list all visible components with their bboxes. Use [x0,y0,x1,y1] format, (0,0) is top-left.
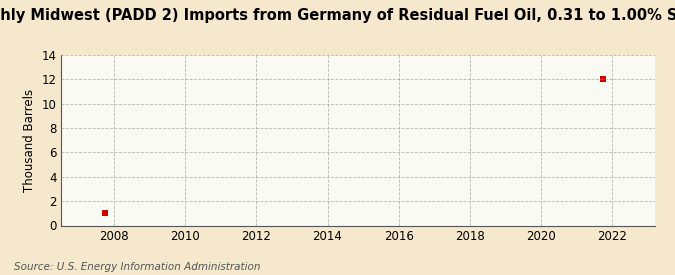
Y-axis label: Thousand Barrels: Thousand Barrels [23,89,36,192]
Text: Monthly Midwest (PADD 2) Imports from Germany of Residual Fuel Oil, 0.31 to 1.00: Monthly Midwest (PADD 2) Imports from Ge… [0,8,675,23]
Text: Source: U.S. Energy Information Administration: Source: U.S. Energy Information Administ… [14,262,260,272]
